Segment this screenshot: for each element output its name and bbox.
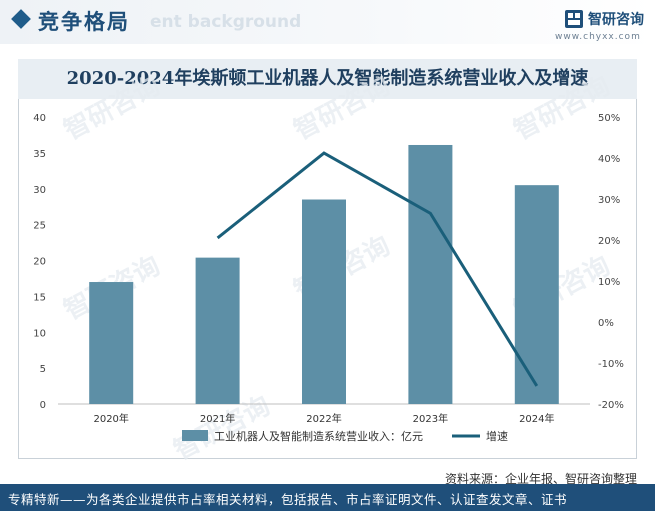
header-ghost-text: ent background <box>150 12 302 32</box>
chart-title-bar <box>18 59 637 99</box>
watermark-text: 智研咨询 <box>509 70 615 146</box>
x-tick-label: 2023年 <box>413 412 448 425</box>
legend-swatch-revenue <box>182 430 208 441</box>
bar-revenue <box>514 185 559 404</box>
y-right-tick-label: 40% <box>598 154 620 165</box>
brand-logo-text: 智研咨询 <box>588 12 644 28</box>
y-left-tick-label: 20 <box>33 257 46 268</box>
y-left-tick-label: 25 <box>33 221 46 232</box>
bar-revenue <box>408 144 453 405</box>
y-right-tick-label: 10% <box>598 277 620 288</box>
y-right-tick-label: 30% <box>598 195 620 206</box>
x-tick-label: 2020年 <box>93 412 128 425</box>
brand-url: www.chyxx.com <box>555 32 641 42</box>
bar-revenue <box>195 257 240 404</box>
y-right-tick-label: 0% <box>598 318 614 329</box>
y-left-tick-label: 35 <box>33 149 46 160</box>
section-title: 竞争格局 <box>38 10 130 34</box>
brand-logo-icon <box>565 10 583 28</box>
legend-label-growth: 增速 <box>486 429 508 443</box>
legend-label-revenue: 工业机器人及智能制造系统营业收入：亿元 <box>214 429 423 443</box>
y-right-tick-label: 20% <box>598 236 620 247</box>
chart-title: 2020-2024年埃斯顿工业机器人及智能制造系统营业收入及增速 <box>66 68 589 89</box>
y-left-tick-label: 15 <box>33 292 46 303</box>
y-left-tick-label: 10 <box>33 328 46 339</box>
y-left-tick-label: 40 <box>33 113 46 124</box>
x-tick-label: 2021年 <box>200 412 235 425</box>
footer-banner-text: 专精特新——为各类企业提供市占率相关材料，包括报告、市占率证明文件、认证查发文章… <box>8 492 568 507</box>
x-tick-label: 2022年 <box>306 412 341 425</box>
x-tick-label: 2024年 <box>519 412 554 425</box>
y-left-tick-label: 0 <box>40 400 46 411</box>
watermark-text: 智研咨询 <box>59 70 165 146</box>
y-right-tick-label: -20% <box>598 400 624 411</box>
watermark-text: 智研咨询 <box>289 70 395 146</box>
bar-revenue <box>89 282 134 404</box>
header-band <box>0 0 655 44</box>
footer-banner <box>0 484 655 511</box>
y-right-tick-label: -10% <box>598 359 624 370</box>
y-right-tick-label: 50% <box>598 113 620 124</box>
source-note: 资料来源：企业年报、智研咨询整理 <box>444 472 637 486</box>
y-left-tick-label: 5 <box>40 364 46 375</box>
line-growth <box>216 151 539 387</box>
bar-revenue <box>302 199 346 404</box>
y-left-tick-label: 30 <box>33 185 46 196</box>
